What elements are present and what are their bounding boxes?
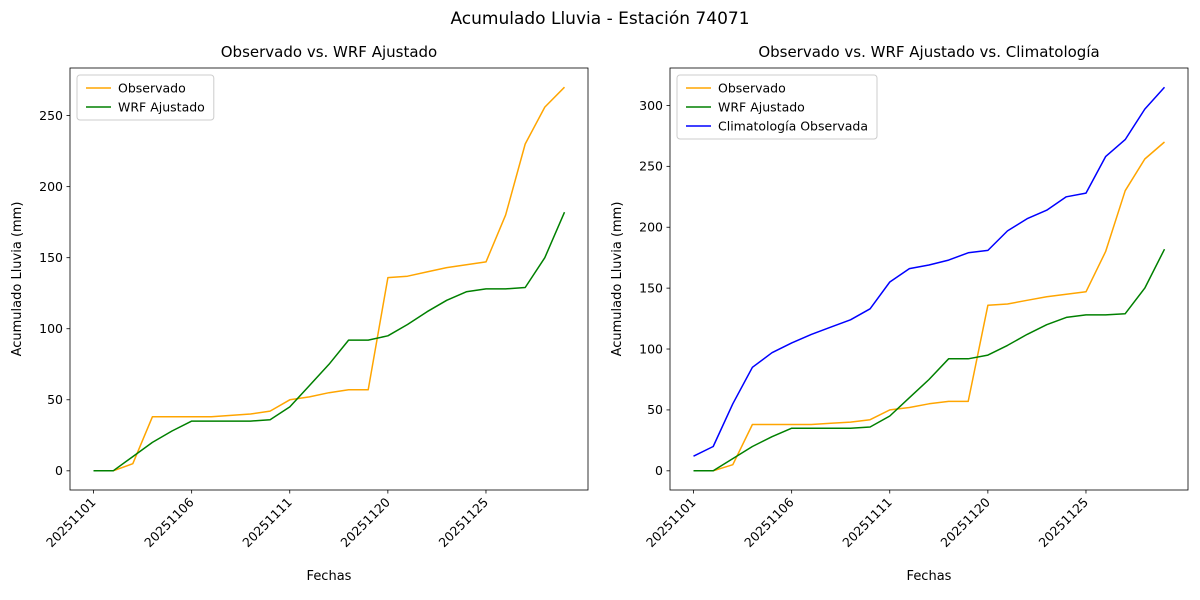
legend-label: WRF Ajustado — [118, 99, 205, 114]
y-tick-label: 250 — [639, 159, 663, 174]
y-tick-label: 250 — [39, 108, 63, 123]
subplot-title: Observado vs. WRF Ajustado vs. Climatolo… — [758, 43, 1099, 61]
series-line-2 — [693, 86, 1166, 457]
y-axis-label: Acumulado Lluvia (mm) — [10, 202, 25, 357]
x-tick-label: 20251106 — [141, 494, 197, 550]
y-tick-label: 0 — [655, 463, 663, 478]
y-tick-label: 150 — [39, 250, 63, 265]
left-chart-observado-vs-wrf: 0 50 100 150 200 250 20251101 20251106 20251111 2… — [10, 43, 589, 584]
y-axis-label: Acumulado Lluvia (mm) — [610, 202, 625, 357]
y-tick-label: 0 — [55, 463, 63, 478]
legend-label: WRF Ajustado — [718, 99, 805, 114]
legend: Observado WRF Ajustado — [76, 74, 215, 121]
x-tick-label: 20251106 — [741, 494, 797, 550]
x-tick-label: 20251101 — [43, 495, 99, 551]
series-line-1 — [693, 248, 1166, 472]
x-axis-label: Fechas — [907, 569, 952, 584]
y-tick-label: 300 — [639, 98, 663, 113]
x-tick-label: 20251120 — [337, 494, 393, 550]
y-tick-label: 200 — [39, 179, 63, 194]
figure-title: Acumulado Lluvia - Estación 74071 — [450, 9, 750, 29]
series-line-0 — [693, 141, 1165, 472]
legend-label: Climatología Observada — [718, 118, 868, 133]
legend-label: Observado — [118, 80, 186, 95]
y-tick-label: 200 — [639, 220, 663, 235]
y-tick-label: 100 — [639, 341, 663, 356]
y-tick-label: 50 — [647, 402, 663, 417]
legend-box — [676, 74, 878, 140]
subplot-title: Observado vs. WRF Ajustado — [221, 43, 437, 61]
x-tick-label: 20251125 — [435, 495, 491, 551]
x-tick-label: 20251125 — [1035, 495, 1091, 551]
legend-label: Observado — [718, 80, 786, 95]
x-tick-label: 20251101 — [643, 495, 699, 551]
y-tick-label: 50 — [47, 392, 63, 407]
axes-frame — [69, 67, 589, 491]
legend: Observado WRF Ajustado Climatología Observ… — [676, 74, 878, 140]
x-tick-label: 20251111 — [839, 495, 895, 551]
y-tick-label: 150 — [639, 280, 663, 295]
y-tick-label: 100 — [39, 321, 63, 336]
series-line-0 — [93, 86, 566, 472]
x-tick-label: 20251111 — [239, 495, 295, 551]
x-tick-label: 20251120 — [937, 494, 993, 550]
axes-frame — [669, 67, 1189, 491]
series-line-1 — [93, 211, 566, 472]
right-chart-observado-vs-wrf-vs-climatologia: 0 50 100 150 200 250 300 20251101 20251106 202511… — [610, 43, 1189, 584]
legend-box — [76, 74, 215, 121]
x-axis-label: Fechas — [307, 569, 352, 584]
